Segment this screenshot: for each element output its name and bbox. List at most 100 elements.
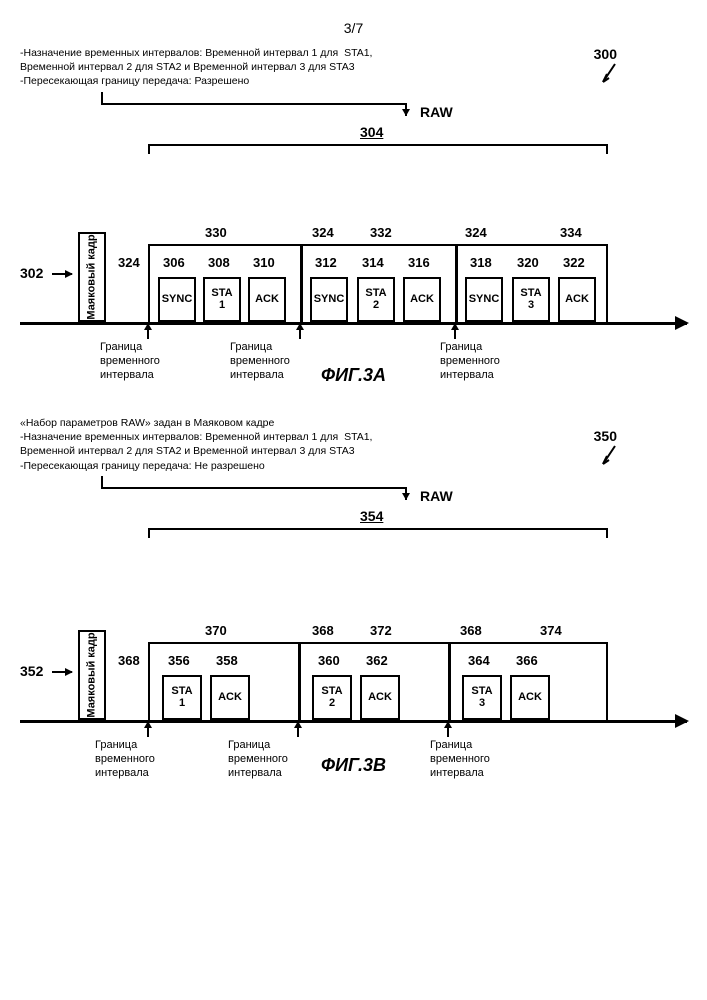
- boundary-arrow-icon: [445, 321, 465, 341]
- raw-label: RAW: [420, 488, 453, 504]
- sta-block: STA 2: [312, 675, 352, 720]
- boundary-arrow-icon: [138, 719, 158, 739]
- group-ref: 370: [205, 623, 227, 638]
- block-ref: 312: [315, 255, 337, 270]
- block-label: ACK: [518, 691, 542, 703]
- ack-block: ACK: [360, 675, 400, 720]
- group-ref: 332: [370, 225, 392, 240]
- slot-divider: [300, 244, 303, 322]
- group-ref: 330: [205, 225, 227, 240]
- block-label: STA 2: [365, 287, 386, 311]
- block-label: STA 3: [471, 685, 492, 709]
- group-ref: 372: [370, 623, 392, 638]
- beacon-ref: 352: [20, 663, 43, 679]
- block-ref: 366: [516, 653, 538, 668]
- beacon-frame: Маяковый кадр: [78, 630, 106, 720]
- boundary-arrow-icon: [438, 719, 458, 739]
- group-ref: 324: [312, 225, 334, 240]
- desc-arrow-icon: [100, 90, 420, 120]
- block-ref: 364: [468, 653, 490, 668]
- beacon-label: Маяковый кадр: [86, 234, 98, 319]
- block-label: STA 3: [520, 287, 541, 311]
- fig-a-ref: 300: [594, 46, 617, 62]
- slot-divider: [298, 642, 301, 720]
- block-ref: 308: [208, 255, 230, 270]
- boundary-arrow-icon: [138, 321, 158, 341]
- arrow-icon: [597, 62, 627, 92]
- page-number: 3/7: [20, 20, 687, 36]
- ack-block: ACK: [510, 675, 550, 720]
- ref-line: [52, 671, 72, 673]
- slot-divider: [455, 244, 458, 322]
- fig-b-ref: 350: [594, 428, 617, 444]
- block-ref: 314: [362, 255, 384, 270]
- time-axis: [20, 720, 687, 723]
- figure-3a: -Назначение временных интервалов: Времен…: [20, 46, 687, 386]
- group-ref: 324: [465, 225, 487, 240]
- sta-block: STA 3: [462, 675, 502, 720]
- raw-bracket: [148, 144, 608, 152]
- block-ref: 320: [517, 255, 539, 270]
- slot-divider: [448, 642, 451, 720]
- raw-ref: 354: [360, 508, 383, 524]
- figure-3b: «Набор параметров RAW» задан в Маяковом …: [20, 416, 687, 776]
- fig-a-caption: ФИГ.3A: [20, 365, 687, 386]
- block-label: SYNC: [469, 293, 500, 305]
- sync-block: SYNC: [310, 277, 348, 322]
- raw-label: RAW: [420, 104, 453, 120]
- desc-line: -Назначение временных интервалов: Времен…: [20, 46, 380, 60]
- sync-block: SYNC: [158, 277, 196, 322]
- block-label: ACK: [410, 293, 434, 305]
- container-ref-left: 368: [118, 653, 140, 668]
- block-ref: 316: [408, 255, 430, 270]
- group-ref: 368: [460, 623, 482, 638]
- block-label: STA 1: [171, 685, 192, 709]
- ref-line: [52, 273, 72, 275]
- block-label: SYNC: [162, 293, 193, 305]
- time-axis: [20, 322, 687, 325]
- block-label: ACK: [218, 691, 242, 703]
- block-label: ACK: [565, 293, 589, 305]
- ack-block: ACK: [558, 277, 596, 322]
- block-ref: 356: [168, 653, 190, 668]
- timeline-b: 352 Маяковый кадр 368 370 368 372 368 37…: [20, 601, 687, 771]
- sta-block: STA 1: [162, 675, 202, 720]
- sta-block: STA 2: [357, 277, 395, 322]
- fig-a-description: -Назначение временных интервалов: Времен…: [20, 46, 380, 89]
- block-label: STA 1: [211, 287, 232, 311]
- sta-block: STA 1: [203, 277, 241, 322]
- block-ref: 322: [563, 255, 585, 270]
- group-ref: 368: [312, 623, 334, 638]
- ack-block: ACK: [403, 277, 441, 322]
- container-ref-left: 324: [118, 255, 140, 270]
- beacon-label: Маяковый кадр: [86, 632, 98, 717]
- arrow-icon: [597, 444, 627, 474]
- block-label: ACK: [255, 293, 279, 305]
- sync-block: SYNC: [465, 277, 503, 322]
- raw-bracket: [148, 528, 608, 536]
- desc-arrow-icon: [100, 474, 420, 504]
- desc-line: Временной интервал 2 для STA2 и Временно…: [20, 444, 390, 458]
- block-ref: 318: [470, 255, 492, 270]
- fig-b-description: «Набор параметров RAW» задан в Маяковом …: [20, 416, 390, 473]
- block-ref: 360: [318, 653, 340, 668]
- fig-b-caption: ФИГ.3B: [20, 755, 687, 776]
- block-label: STA 2: [321, 685, 342, 709]
- desc-line: -Назначение временных интервалов: Времен…: [20, 430, 390, 444]
- block-label: SYNC: [314, 293, 345, 305]
- beacon-frame: Маяковый кадр: [78, 232, 106, 322]
- raw-ref: 304: [360, 124, 383, 140]
- block-ref: 362: [366, 653, 388, 668]
- sta-block: STA 3: [512, 277, 550, 322]
- group-ref: 334: [560, 225, 582, 240]
- ack-block: ACK: [210, 675, 250, 720]
- block-label: ACK: [368, 691, 392, 703]
- block-ref: 310: [253, 255, 275, 270]
- timeline-a: 302 Маяковый кадр 324 330 324 332 324 33…: [20, 203, 687, 373]
- desc-line: -Пересекающая границу передача: Не разре…: [20, 459, 390, 473]
- desc-line: Временной интервал 2 для STA2 и Временно…: [20, 60, 380, 74]
- block-ref: 358: [216, 653, 238, 668]
- boundary-arrow-icon: [290, 321, 310, 341]
- beacon-ref: 302: [20, 265, 43, 281]
- block-ref: 306: [163, 255, 185, 270]
